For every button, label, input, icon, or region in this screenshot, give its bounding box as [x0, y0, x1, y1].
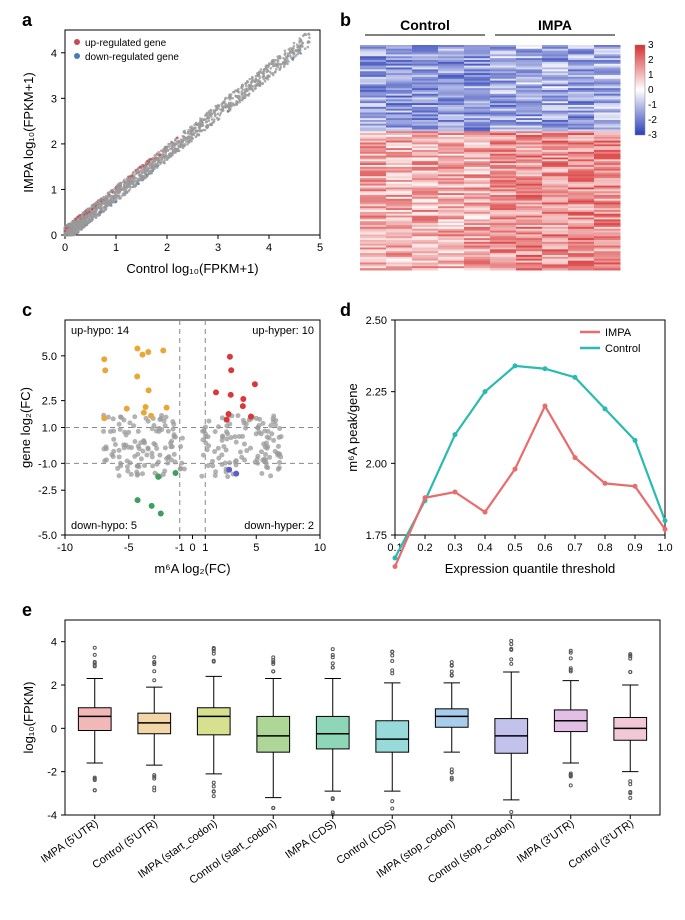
svg-text:0.6: 0.6	[537, 542, 552, 554]
svg-text:IMPA: IMPA	[605, 327, 632, 339]
svg-text:0.2: 0.2	[417, 542, 432, 554]
svg-text:Control (3'UTR): Control (3'UTR)	[566, 818, 636, 872]
svg-text:-2: -2	[648, 115, 657, 126]
svg-text:10: 10	[314, 542, 326, 554]
svg-text:Control: Control	[400, 17, 450, 33]
heatmap-b: Control IMPA -3 -2 -1 0 1 2 3	[340, 10, 675, 280]
svg-text:down-hyper: 2: down-hyper: 2	[244, 520, 314, 532]
svg-text:-1.0: -1.0	[38, 458, 57, 470]
svg-text:-5: -5	[124, 542, 134, 554]
svg-text:2.25: 2.25	[366, 387, 387, 399]
svg-text:0: 0	[51, 723, 57, 735]
svg-text:down-hypo: 5: down-hypo: 5	[71, 520, 137, 532]
svg-text:2.50: 2.50	[366, 315, 387, 327]
svg-text:3: 3	[648, 40, 654, 51]
svg-text:0: 0	[648, 85, 654, 96]
svg-text:Control log₁₀(FPKM+1): Control log₁₀(FPKM+1)	[126, 261, 258, 276]
svg-text:gene log₂(FC): gene log₂(FC)	[18, 387, 33, 468]
panel-b-label: b	[340, 10, 351, 31]
svg-text:IMPA (CDS): IMPA (CDS)	[283, 818, 338, 862]
svg-text:-3: -3	[648, 130, 657, 141]
svg-text:2.00: 2.00	[366, 458, 387, 470]
svg-text:up-regulated gene: up-regulated gene	[85, 38, 167, 49]
svg-text:1: 1	[113, 242, 119, 254]
svg-text:m⁶A peak/gene: m⁶A peak/gene	[345, 383, 360, 471]
svg-text:1: 1	[648, 70, 654, 81]
svg-text:1.75: 1.75	[366, 530, 387, 542]
svg-text:-10: -10	[57, 542, 73, 554]
svg-text:0.7: 0.7	[567, 542, 582, 554]
svg-text:0: 0	[189, 542, 195, 554]
svg-text:5: 5	[253, 542, 259, 554]
svg-text:m⁶A log₂(FC): m⁶A log₂(FC)	[154, 561, 230, 576]
scatter-a: 0 1 2 3 4 5 0 1 2 3 4 Control log₁₀(FPKM+1) IMPA log…	[10, 10, 330, 280]
svg-text:4: 4	[51, 637, 57, 649]
svg-text:1: 1	[202, 542, 208, 554]
scatter-c: -10-5-101510-5.0-2.5-1.01.02.55.0m⁶A log…	[10, 300, 330, 580]
svg-text:1: 1	[51, 184, 57, 196]
svg-text:down-regulated gene: down-regulated gene	[85, 52, 179, 63]
panel-d-label: d	[340, 300, 351, 321]
panel-a-label: a	[22, 10, 32, 31]
svg-text:2: 2	[51, 680, 57, 692]
panel-c-label: c	[22, 300, 32, 321]
svg-text:-5.0: -5.0	[38, 530, 57, 542]
svg-text:-2.5: -2.5	[38, 485, 57, 497]
svg-text:IMPA: IMPA	[538, 17, 572, 33]
svg-text:0.8: 0.8	[597, 542, 612, 554]
svg-text:Control (CDS): Control (CDS)	[335, 818, 398, 867]
svg-text:-4: -4	[47, 810, 57, 822]
svg-text:0: 0	[51, 230, 57, 242]
boxplot-e: -4-2024log₁₀(FPKM)IMPA (5'UTR)Control (5…	[10, 600, 675, 900]
svg-text:5: 5	[317, 242, 323, 254]
svg-text:0.9: 0.9	[627, 542, 642, 554]
svg-text:IMPA log₁₀(FPKM+1): IMPA log₁₀(FPKM+1)	[21, 72, 36, 192]
svg-text:1.0: 1.0	[42, 423, 57, 435]
svg-text:2: 2	[648, 55, 654, 66]
svg-text:Control: Control	[605, 343, 640, 355]
svg-text:4: 4	[266, 242, 272, 254]
panel-e-label: e	[22, 600, 32, 621]
svg-text:2.5: 2.5	[42, 396, 57, 408]
svg-text:-1: -1	[648, 100, 657, 111]
svg-text:-1: -1	[175, 542, 185, 554]
svg-text:0.4: 0.4	[477, 542, 492, 554]
svg-text:0.5: 0.5	[507, 542, 522, 554]
svg-text:1.0: 1.0	[657, 542, 672, 554]
svg-text:Expression quantile threshold: Expression quantile threshold	[445, 561, 616, 576]
svg-text:5.0: 5.0	[42, 351, 57, 363]
svg-text:IMPA (3'UTR): IMPA (3'UTR)	[515, 818, 577, 866]
svg-text:up-hypo: 14: up-hypo: 14	[71, 325, 129, 337]
svg-text:3: 3	[51, 93, 57, 105]
svg-text:0.3: 0.3	[447, 542, 462, 554]
svg-text:IMPA (5'UTR): IMPA (5'UTR)	[39, 818, 101, 866]
svg-text:log₁₀(FPKM): log₁₀(FPKM)	[21, 682, 36, 754]
line-d: 0.10.20.30.40.50.60.70.80.91.01.752.002.…	[340, 300, 675, 580]
svg-text:4: 4	[51, 48, 57, 60]
svg-text:0: 0	[62, 242, 68, 254]
svg-text:3: 3	[215, 242, 221, 254]
svg-text:2: 2	[164, 242, 170, 254]
svg-text:-2: -2	[47, 767, 57, 779]
svg-text:2: 2	[51, 139, 57, 151]
svg-text:up-hyper: 10: up-hyper: 10	[252, 325, 314, 337]
